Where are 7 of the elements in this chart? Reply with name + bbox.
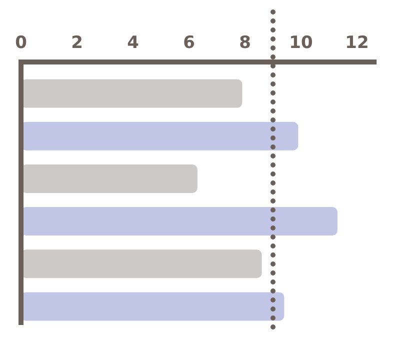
x-tick-label: 8 bbox=[239, 33, 251, 53]
x-tick-label: 12 bbox=[345, 33, 369, 53]
x-tick-label: 10 bbox=[289, 33, 313, 53]
x-tick-label: 6 bbox=[183, 33, 195, 53]
x-tick-label: 4 bbox=[127, 33, 140, 53]
x-tick-label: 0 bbox=[15, 33, 28, 53]
x-tick-label: 2 bbox=[71, 33, 83, 53]
